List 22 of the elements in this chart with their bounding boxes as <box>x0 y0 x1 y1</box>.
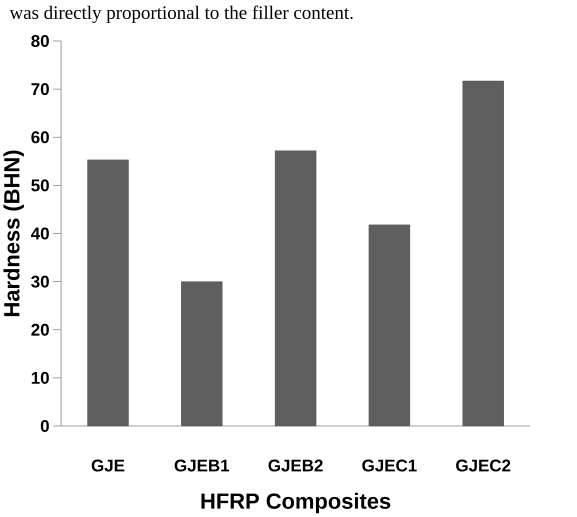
y-tick-label: 30 <box>31 276 49 288</box>
y-tick-label: 50 <box>31 179 49 192</box>
x-tick-label: GJEB2 <box>268 460 323 472</box>
y-tick-label: 20 <box>31 324 49 336</box>
y-tick-label: 40 <box>30 228 49 240</box>
bar <box>87 160 129 426</box>
bar <box>368 224 410 426</box>
y-tick-label: 70 <box>31 83 49 96</box>
y-tick-label: 0 <box>40 420 49 432</box>
x-tick-label: GJEC2 <box>456 460 510 472</box>
bar <box>462 80 504 426</box>
x-tick-label: GJEB1 <box>174 460 230 472</box>
y-tick-label: 60 <box>31 131 49 144</box>
y-axis-title: Hardness (BHN) <box>3 150 24 316</box>
y-tick-label: 80 <box>31 35 49 48</box>
x-axis-title: HFRP Composites <box>201 492 390 514</box>
y-tick-label: 10 <box>32 372 49 384</box>
text: was directly proportional to the filler content. <box>10 6 353 23</box>
x-tick-label: GJE <box>92 460 124 472</box>
bar <box>274 150 316 426</box>
bar <box>181 281 222 426</box>
x-tick-label: GJEC1 <box>362 460 417 472</box>
